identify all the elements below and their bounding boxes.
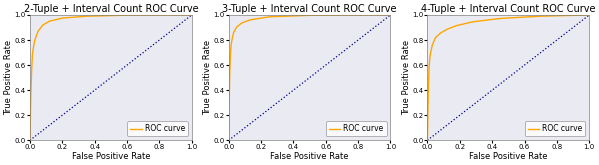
Y-axis label: True Positive Rate: True Positive Rate bbox=[402, 40, 411, 115]
Legend: ROC curve: ROC curve bbox=[326, 121, 386, 136]
ROC curve bbox=[28, 70, 35, 72]
ROC curve bbox=[427, 51, 434, 53]
ROC curve bbox=[228, 44, 235, 46]
Legend: ROC curve: ROC curve bbox=[525, 121, 585, 136]
ROC curve bbox=[123, 14, 131, 16]
ROC curve bbox=[497, 17, 504, 19]
Line: ROC curve: ROC curve bbox=[428, 15, 589, 140]
ROC curve bbox=[40, 24, 47, 26]
ROC curve bbox=[35, 30, 42, 32]
Y-axis label: True Positive Rate: True Positive Rate bbox=[203, 40, 212, 115]
ROC curve bbox=[425, 67, 432, 69]
ROC curve bbox=[227, 55, 234, 57]
ROC curve bbox=[432, 36, 439, 38]
ROC curve bbox=[238, 22, 245, 24]
X-axis label: False Positive Rate: False Positive Rate bbox=[72, 152, 150, 161]
ROC curve bbox=[228, 39, 235, 41]
ROC curve bbox=[437, 32, 444, 34]
ROC curve bbox=[230, 32, 237, 33]
ROC curve bbox=[29, 48, 37, 50]
ROC curve bbox=[226, 102, 233, 104]
ROC curve bbox=[426, 57, 434, 59]
X-axis label: False Positive Rate: False Positive Rate bbox=[270, 152, 349, 161]
ROC curve bbox=[469, 21, 476, 23]
ROC curve bbox=[387, 14, 394, 16]
ROC curve bbox=[226, 74, 233, 76]
Title: 2-Tuple + Interval Count ROC Curve: 2-Tuple + Interval Count ROC Curve bbox=[23, 4, 198, 14]
ROC curve bbox=[424, 139, 431, 141]
ROC curve bbox=[425, 84, 432, 86]
ROC curve bbox=[265, 16, 273, 18]
Y-axis label: True Positive Rate: True Positive Rate bbox=[4, 40, 13, 115]
Line: ROC curve: ROC curve bbox=[229, 15, 391, 140]
ROC curve bbox=[586, 14, 593, 16]
ROC curve bbox=[26, 139, 34, 141]
ROC curve bbox=[443, 28, 450, 30]
ROC curve bbox=[246, 19, 253, 21]
ROC curve bbox=[233, 26, 240, 28]
Title: 3-Tuple + Interval Count ROC Curve: 3-Tuple + Interval Count ROC Curve bbox=[222, 4, 397, 14]
ROC curve bbox=[188, 14, 195, 16]
ROC curve bbox=[29, 54, 36, 56]
ROC curve bbox=[306, 14, 313, 16]
X-axis label: False Positive Rate: False Positive Rate bbox=[469, 152, 547, 161]
ROC curve bbox=[46, 20, 53, 22]
ROC curve bbox=[453, 25, 460, 27]
Line: ROC curve: ROC curve bbox=[30, 15, 192, 140]
ROC curve bbox=[83, 15, 90, 17]
Legend: ROC curve: ROC curve bbox=[127, 121, 188, 136]
ROC curve bbox=[537, 15, 544, 17]
ROC curve bbox=[225, 139, 232, 141]
ROC curve bbox=[59, 17, 66, 19]
ROC curve bbox=[429, 44, 436, 46]
ROC curve bbox=[27, 95, 34, 97]
Title: 4-Tuple + Interval Count ROC Curve: 4-Tuple + Interval Count ROC Curve bbox=[421, 4, 595, 14]
ROC curve bbox=[424, 108, 431, 110]
ROC curve bbox=[31, 39, 38, 41]
